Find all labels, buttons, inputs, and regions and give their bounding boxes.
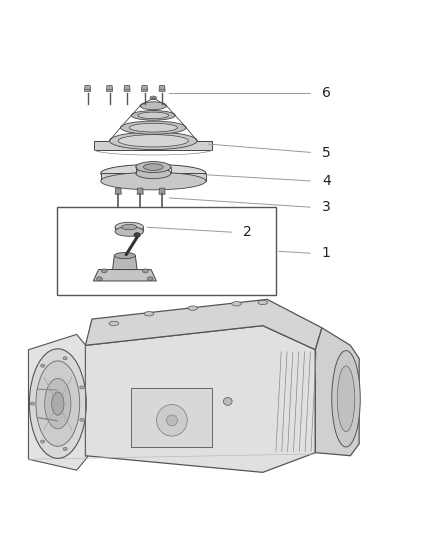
Polygon shape bbox=[85, 86, 91, 91]
Polygon shape bbox=[85, 326, 315, 472]
Polygon shape bbox=[115, 188, 121, 194]
Ellipse shape bbox=[63, 357, 67, 360]
Polygon shape bbox=[28, 334, 88, 470]
Ellipse shape bbox=[115, 227, 143, 236]
Ellipse shape bbox=[96, 277, 102, 281]
Ellipse shape bbox=[258, 300, 268, 304]
Bar bbox=[57, 207, 276, 295]
Ellipse shape bbox=[115, 222, 143, 232]
Text: 3: 3 bbox=[322, 200, 331, 214]
Ellipse shape bbox=[337, 366, 355, 432]
Polygon shape bbox=[85, 300, 322, 350]
Ellipse shape bbox=[31, 402, 35, 405]
Ellipse shape bbox=[63, 447, 67, 450]
Ellipse shape bbox=[223, 398, 232, 405]
Ellipse shape bbox=[101, 165, 206, 182]
Ellipse shape bbox=[188, 306, 198, 310]
Ellipse shape bbox=[166, 415, 177, 426]
Polygon shape bbox=[124, 86, 130, 91]
Polygon shape bbox=[93, 270, 156, 281]
Ellipse shape bbox=[41, 364, 45, 367]
Ellipse shape bbox=[121, 224, 137, 230]
Ellipse shape bbox=[101, 172, 206, 190]
Ellipse shape bbox=[140, 102, 166, 110]
Ellipse shape bbox=[45, 378, 71, 429]
Ellipse shape bbox=[131, 110, 175, 120]
Ellipse shape bbox=[150, 96, 156, 100]
Ellipse shape bbox=[147, 277, 153, 281]
Ellipse shape bbox=[129, 123, 177, 132]
Ellipse shape bbox=[144, 312, 154, 316]
Ellipse shape bbox=[102, 269, 107, 273]
Ellipse shape bbox=[136, 168, 171, 179]
Polygon shape bbox=[315, 328, 359, 456]
Ellipse shape bbox=[136, 161, 171, 173]
Ellipse shape bbox=[29, 349, 86, 458]
Ellipse shape bbox=[142, 269, 148, 273]
Text: 4: 4 bbox=[322, 174, 331, 188]
Ellipse shape bbox=[143, 164, 163, 171]
Text: 6: 6 bbox=[322, 86, 331, 101]
Ellipse shape bbox=[36, 361, 80, 446]
Ellipse shape bbox=[156, 405, 187, 436]
Text: 1: 1 bbox=[322, 246, 331, 260]
Ellipse shape bbox=[110, 132, 197, 150]
Polygon shape bbox=[101, 173, 206, 181]
Ellipse shape bbox=[232, 302, 241, 306]
Ellipse shape bbox=[118, 135, 188, 147]
Polygon shape bbox=[137, 188, 143, 194]
Ellipse shape bbox=[41, 440, 45, 443]
Ellipse shape bbox=[114, 253, 135, 259]
Polygon shape bbox=[94, 141, 212, 150]
Polygon shape bbox=[113, 255, 137, 270]
Ellipse shape bbox=[138, 112, 169, 119]
Polygon shape bbox=[106, 86, 113, 91]
Ellipse shape bbox=[109, 321, 119, 326]
Ellipse shape bbox=[80, 386, 84, 389]
Text: 5: 5 bbox=[322, 146, 331, 159]
Ellipse shape bbox=[80, 418, 84, 421]
Polygon shape bbox=[159, 188, 165, 194]
Ellipse shape bbox=[52, 392, 64, 415]
Bar bbox=[131, 388, 212, 447]
Ellipse shape bbox=[134, 233, 140, 237]
Polygon shape bbox=[141, 86, 148, 91]
Polygon shape bbox=[159, 86, 165, 91]
Ellipse shape bbox=[332, 351, 360, 447]
Ellipse shape bbox=[120, 121, 186, 134]
Text: 2: 2 bbox=[243, 225, 252, 239]
